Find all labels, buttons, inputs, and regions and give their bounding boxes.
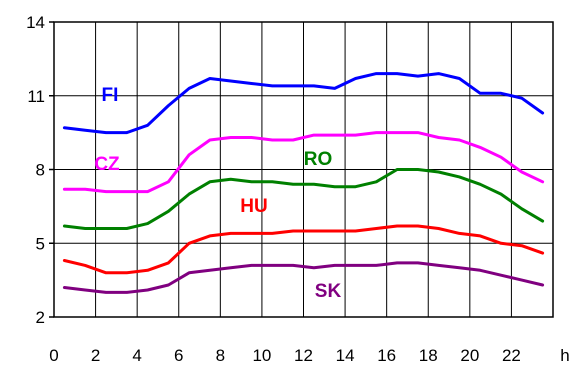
x-tick-label: 2 <box>91 346 100 365</box>
series-label-cz: CZ <box>94 154 120 175</box>
series-line-hu <box>62 224 545 275</box>
series-line-sk <box>62 261 545 294</box>
x-tick-label: 12 <box>294 346 313 365</box>
series-label-ro: RO <box>304 149 333 170</box>
x-tick-label: 14 <box>336 346 355 365</box>
y-tick-label: 2 <box>36 308 45 327</box>
series-label-fi: FI <box>102 85 119 106</box>
y-tick-label: 11 <box>27 87 45 106</box>
x-tick-label: 10 <box>252 346 271 365</box>
x-tick-label: 4 <box>132 346 141 365</box>
x-tick-label: 18 <box>419 346 438 365</box>
x-tick-label: 6 <box>174 346 183 365</box>
y-tick-label: 14 <box>26 13 45 32</box>
series-lines <box>62 72 545 294</box>
series-line-ro <box>62 168 545 230</box>
series-labels: FI CZ RO HU SK <box>94 85 341 302</box>
x-unit-label: h <box>560 346 569 365</box>
x-tick-label: 16 <box>377 346 396 365</box>
x-tick-label: 20 <box>460 346 479 365</box>
series-line-fi <box>62 72 545 135</box>
series-label-sk: SK <box>315 281 342 302</box>
series-line-cz <box>62 131 545 194</box>
x-tick-label: 22 <box>502 346 521 365</box>
series-label-hu: HU <box>240 196 267 217</box>
x-tick-label: 0 <box>49 346 58 365</box>
y-tick-label: 5 <box>36 234 45 253</box>
y-tick-label: 8 <box>36 161 45 180</box>
x-tick-label: 8 <box>216 346 225 365</box>
